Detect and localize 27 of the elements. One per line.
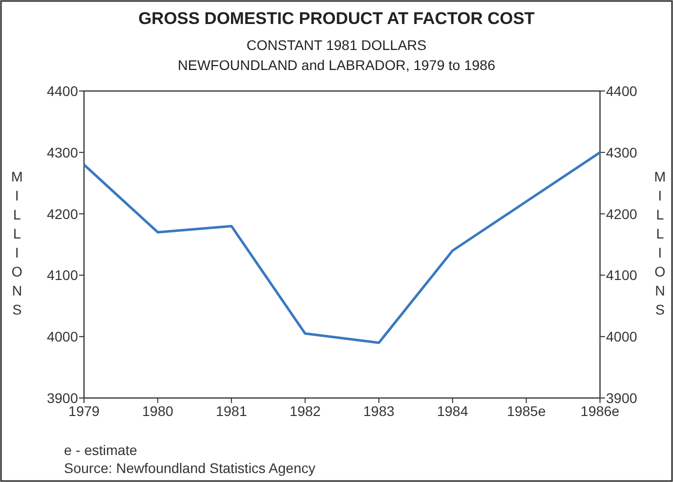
x-tick-label: 1986e <box>580 403 620 419</box>
y-tick-label: 4000 <box>46 328 78 345</box>
x-tick-label: 1984 <box>436 403 468 419</box>
y2-tick-label: 4000 <box>606 328 638 345</box>
y-axis-title: MILLIONS <box>9 168 25 320</box>
y-tick-label: 4400 <box>46 83 78 99</box>
x-tick-label: 1982 <box>290 403 321 419</box>
x-tick-label: 1979 <box>68 403 100 419</box>
chart-title: GROSS DOMESTIC PRODUCT AT FACTOR COST <box>138 9 536 28</box>
x-tick-label: 1985e <box>506 403 546 419</box>
y-tick-label: 3900 <box>46 390 78 406</box>
y-tick-label: 4300 <box>46 144 78 160</box>
y2-tick-label: 4100 <box>606 267 638 284</box>
y2-tick-label: 3900 <box>606 390 638 406</box>
y2-tick-label: 4200 <box>606 206 638 222</box>
y2-tick-label: 4300 <box>606 144 638 160</box>
chart-subtitle: CONSTANT 1981 DOLLARS NEWFOUNDLAND and LABRADOR, 1979 to 1986 <box>178 37 496 73</box>
text: e - estimate <box>64 442 138 458</box>
x-tick-label: 1980 <box>142 403 174 419</box>
source-note: Source: Newfoundland Statistics Agency <box>64 460 316 476</box>
y2-tick-label: 4400 <box>606 83 638 99</box>
x-tick-label: 1983 <box>363 403 395 419</box>
line-series <box>82 151 602 344</box>
y2-axis-title: MILLIONS <box>652 168 668 320</box>
y-tick-label: 4100 <box>46 267 78 284</box>
y-tick-label: 4200 <box>46 206 78 222</box>
x-tick-label: 1981 <box>216 403 248 419</box>
